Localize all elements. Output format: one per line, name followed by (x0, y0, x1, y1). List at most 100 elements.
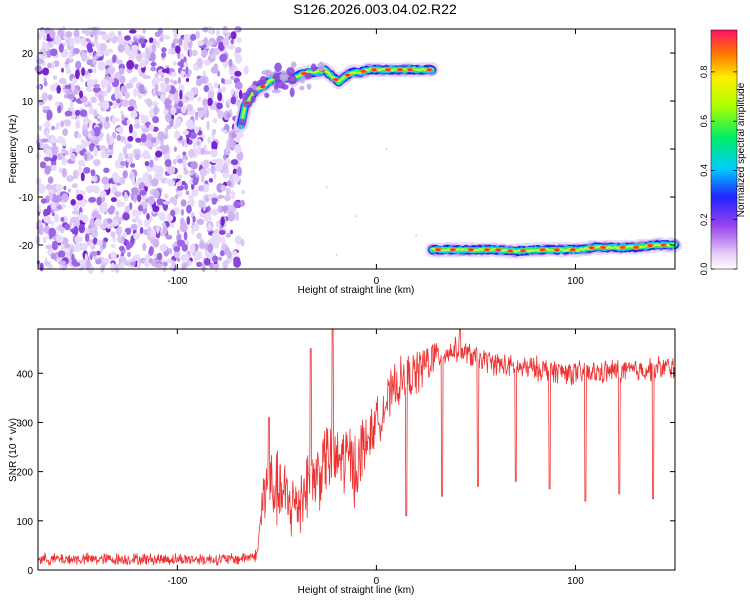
noise-dot (199, 168, 208, 177)
noise-dot (163, 108, 169, 115)
noise-dot (110, 262, 116, 272)
noise-dot (173, 130, 181, 140)
noise-dot (61, 67, 64, 73)
noise-dot (81, 52, 88, 62)
noise-dot (112, 174, 119, 180)
noise-dot (127, 242, 134, 249)
noise-dot (125, 205, 131, 213)
tone-upper (234, 61, 440, 132)
noise-dot (137, 204, 143, 212)
noise-dot (92, 86, 101, 93)
noise-dot (168, 248, 173, 255)
noise-dot (55, 184, 63, 192)
noise-dot (42, 67, 50, 76)
noise-speck (415, 234, 418, 237)
noise-dot (58, 224, 63, 231)
noise-dot (37, 183, 46, 194)
noise-dot (214, 167, 223, 172)
noise-dot (135, 137, 142, 143)
noise-dot (73, 88, 79, 95)
noise-dot (213, 48, 220, 56)
noise-dot (191, 49, 198, 57)
noise-dot (90, 169, 96, 177)
colorbar-tick-label: 0.8 (699, 66, 709, 79)
noise-dot (183, 169, 189, 175)
noise-dot (147, 195, 155, 205)
noise-dot (90, 232, 99, 238)
noise-dot (125, 82, 134, 89)
noise-dot (160, 87, 165, 94)
noise-dot (170, 71, 177, 77)
noise-dot (56, 85, 61, 94)
noise-dot (182, 130, 189, 136)
noise-dot (196, 140, 200, 146)
noise-dot (174, 103, 179, 108)
noise-dot (75, 60, 82, 70)
noise-dot (217, 92, 223, 102)
tone-blob (317, 61, 325, 72)
noise-dot (188, 148, 195, 159)
noise-dot (123, 238, 128, 247)
noise-dot (61, 148, 67, 154)
noise-dot (189, 48, 193, 58)
bottom-x-axis: -100 0 100 (167, 329, 584, 587)
tone-blob (279, 71, 289, 82)
noise-dot (53, 213, 60, 223)
noise-dot (134, 210, 143, 216)
noise-dot (88, 227, 95, 234)
noise-dot (123, 140, 130, 145)
noise-dot (224, 79, 233, 85)
noise-dot (45, 118, 50, 128)
noise-dot (173, 245, 181, 252)
noise-dot (92, 109, 98, 117)
noise-dot (76, 194, 84, 201)
noise-dot (163, 153, 171, 161)
noise-dot (135, 215, 140, 222)
noise-dot (173, 146, 177, 153)
noise-dot (118, 245, 125, 251)
noise-dot (208, 177, 214, 183)
noise-dot (154, 263, 163, 268)
top-y-tick-label: 0 (27, 145, 33, 156)
noise-dot (78, 165, 82, 176)
noise-dot (102, 257, 110, 264)
noise-dot (207, 194, 213, 200)
noise-dot (206, 41, 213, 46)
top-y-tick-label: -10 (19, 193, 34, 204)
noise-dot (132, 148, 141, 155)
noise-dot (79, 109, 88, 117)
noise-dot (36, 84, 42, 90)
noise-dot (234, 144, 242, 154)
noise-dot (172, 61, 177, 66)
noise-dot (130, 261, 136, 266)
noise-dot (120, 256, 126, 261)
noise-speck (385, 148, 388, 150)
noise-dot (97, 61, 105, 71)
noise-dot (193, 140, 197, 151)
noise-dot (64, 223, 71, 231)
noise-dot (187, 110, 194, 115)
noise-dot (36, 58, 44, 65)
noise-dot (210, 92, 215, 99)
noise-dot (112, 100, 118, 110)
noise-dot (182, 151, 187, 156)
noise-dot (148, 37, 154, 44)
bottom-y-tick-label: 400 (16, 369, 33, 380)
noise-dot (183, 231, 188, 241)
noise-dot (179, 53, 185, 60)
noise-dot (74, 109, 81, 117)
noise-dot (112, 115, 116, 125)
noise-dot (139, 189, 147, 196)
noise-dot (162, 261, 168, 267)
noise-dot (192, 176, 199, 186)
noise-dot (186, 216, 191, 225)
noise-dot (159, 37, 164, 42)
noise-dot (223, 260, 228, 270)
snr-background (38, 329, 675, 570)
noise-dot (223, 153, 227, 161)
noise-dot (121, 99, 130, 107)
noise-dot (221, 127, 225, 132)
noise-dot (172, 80, 178, 85)
